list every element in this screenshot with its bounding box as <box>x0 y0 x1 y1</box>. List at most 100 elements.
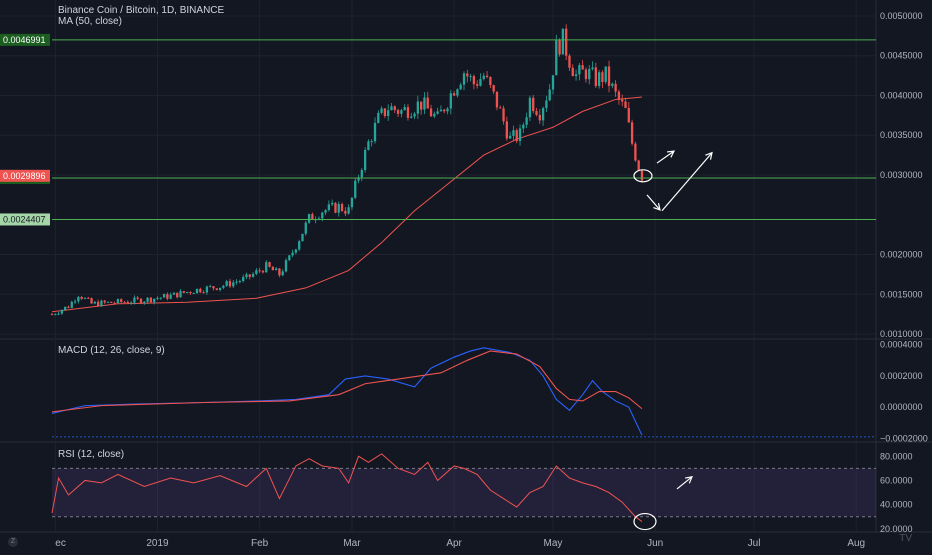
candle-body <box>496 92 498 108</box>
candle-body <box>249 274 251 276</box>
candle-body <box>153 299 155 302</box>
candle-body <box>209 286 211 287</box>
candle-body <box>331 203 333 205</box>
candle-body <box>54 314 56 315</box>
candle-body <box>446 109 448 112</box>
rsi-title: RSI (12, close) <box>58 449 124 460</box>
candle-body <box>519 128 521 141</box>
candle-body <box>578 65 580 74</box>
candle-body <box>84 298 86 299</box>
candle-body <box>308 214 310 223</box>
price-tick-label: 0.0020000 <box>880 250 923 260</box>
rsi-tick-label: 60.0000 <box>880 475 913 485</box>
candle-body <box>476 84 478 86</box>
last-price-label: 0.0029896 <box>3 171 46 181</box>
candle-body <box>568 56 570 68</box>
candle-body <box>430 109 432 117</box>
candle-body <box>193 293 195 294</box>
candle-body <box>493 85 495 92</box>
candle-body <box>509 136 511 139</box>
candle-body <box>572 68 574 76</box>
candle-body <box>140 299 142 304</box>
time-tick-label: Apr <box>446 538 462 549</box>
candle-body <box>641 171 643 181</box>
candle-body <box>601 72 603 82</box>
candle-body <box>400 110 402 114</box>
candle-body <box>183 291 185 293</box>
candle-body <box>374 123 376 141</box>
candle-body <box>245 274 247 277</box>
candle-body <box>219 288 221 290</box>
candle-body <box>575 74 577 76</box>
candle-body <box>328 204 330 210</box>
rsi-band <box>52 468 876 516</box>
candle-body <box>591 67 593 69</box>
candle-body <box>222 286 224 288</box>
candle-body <box>295 249 297 252</box>
candle-body <box>588 69 590 79</box>
candle-body <box>127 302 129 303</box>
candle-body <box>321 213 323 219</box>
candle-body <box>542 108 544 120</box>
macd-tick-label: 0.0000000 <box>880 402 923 412</box>
candle-body <box>351 198 353 207</box>
candle-body <box>469 76 471 77</box>
candle-body <box>242 277 244 281</box>
candle-body <box>143 302 145 304</box>
level-label: 0.0046991 <box>3 35 46 45</box>
candle-body <box>450 93 452 108</box>
macd-tick-label: 0.0004000 <box>880 340 923 350</box>
candle-body <box>585 70 587 80</box>
price-tick-label: 0.0050000 <box>880 11 923 21</box>
candle-body <box>413 114 415 117</box>
candle-body <box>166 294 168 299</box>
candle-body <box>552 75 554 89</box>
candle-body <box>555 40 557 76</box>
candle-body <box>301 234 303 241</box>
candle-body <box>582 65 584 69</box>
candle-body <box>499 107 501 108</box>
candle-body <box>354 181 356 198</box>
time-tick-label: Jun <box>647 538 663 549</box>
candle-body <box>512 130 514 136</box>
candle-body <box>305 223 307 234</box>
annotation-arrow-up-long <box>662 153 712 211</box>
candle-body <box>278 269 280 276</box>
candle-body <box>473 76 475 84</box>
candle-body <box>196 289 198 293</box>
rsi-tick-label: 80.0000 <box>880 451 913 461</box>
candle-body <box>618 92 620 100</box>
candle-body <box>71 302 73 308</box>
candle-body <box>156 298 158 299</box>
candle-body <box>239 281 241 282</box>
candle-body <box>545 100 547 108</box>
candle-body <box>189 292 191 293</box>
ma-indicator-label: MA (50, close) <box>58 16 224 27</box>
candle-body <box>456 89 458 95</box>
candle-body <box>81 297 83 299</box>
candle-body <box>407 107 409 118</box>
time-tick-label: Jul <box>748 538 761 549</box>
candle-body <box>334 203 336 213</box>
candle-body <box>199 289 201 292</box>
candle-body <box>107 302 109 303</box>
candle-body <box>51 314 53 315</box>
candle-body <box>608 66 610 85</box>
candle-body <box>202 292 204 293</box>
candle-body <box>397 110 399 114</box>
candle-body <box>77 297 79 301</box>
candle-body <box>117 299 119 303</box>
candle-body <box>433 114 435 117</box>
candle-body <box>94 302 96 304</box>
candle-body <box>130 303 132 304</box>
candle-body <box>133 298 135 303</box>
candles-group <box>51 24 643 315</box>
candle-body <box>387 110 389 116</box>
candle-body <box>532 98 534 111</box>
time-tick-label: Feb <box>251 538 269 549</box>
candle-body <box>502 108 504 121</box>
time-tick-label: ec <box>55 538 66 549</box>
candle-body <box>176 293 178 298</box>
candle-body <box>160 298 162 299</box>
zoom-reset-button[interactable]: Z <box>8 537 18 547</box>
